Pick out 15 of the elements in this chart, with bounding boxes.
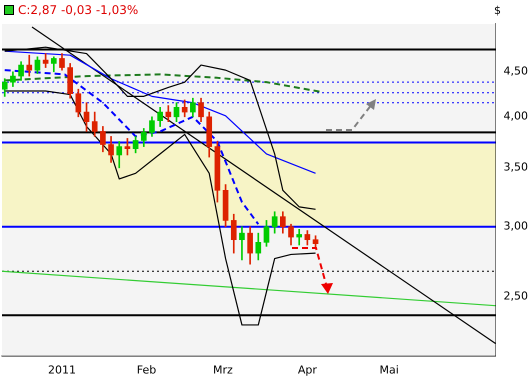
x-tick-label: Mai <box>380 363 399 376</box>
line-series <box>4 73 322 93</box>
y-axis-title: $ <box>494 4 501 17</box>
y-tick-label: 3,50 <box>504 160 528 174</box>
y-tick-label: 4,00 <box>504 110 528 123</box>
x-tick-label: Feb <box>136 363 156 376</box>
x-tick-label: Apr <box>298 363 318 376</box>
y-tick-label: 2,50 <box>504 289 528 302</box>
candlestick <box>124 138 130 156</box>
candlestick <box>239 226 245 260</box>
x-tick-label: 2011 <box>48 363 76 376</box>
chart-title: C:2,87 -0,03 -1,03% <box>18 3 138 17</box>
x-tick-label: Mrz <box>212 363 233 376</box>
y-tick-label: 3,00 <box>504 220 528 233</box>
y-tick-label: 4,50 <box>504 64 528 78</box>
